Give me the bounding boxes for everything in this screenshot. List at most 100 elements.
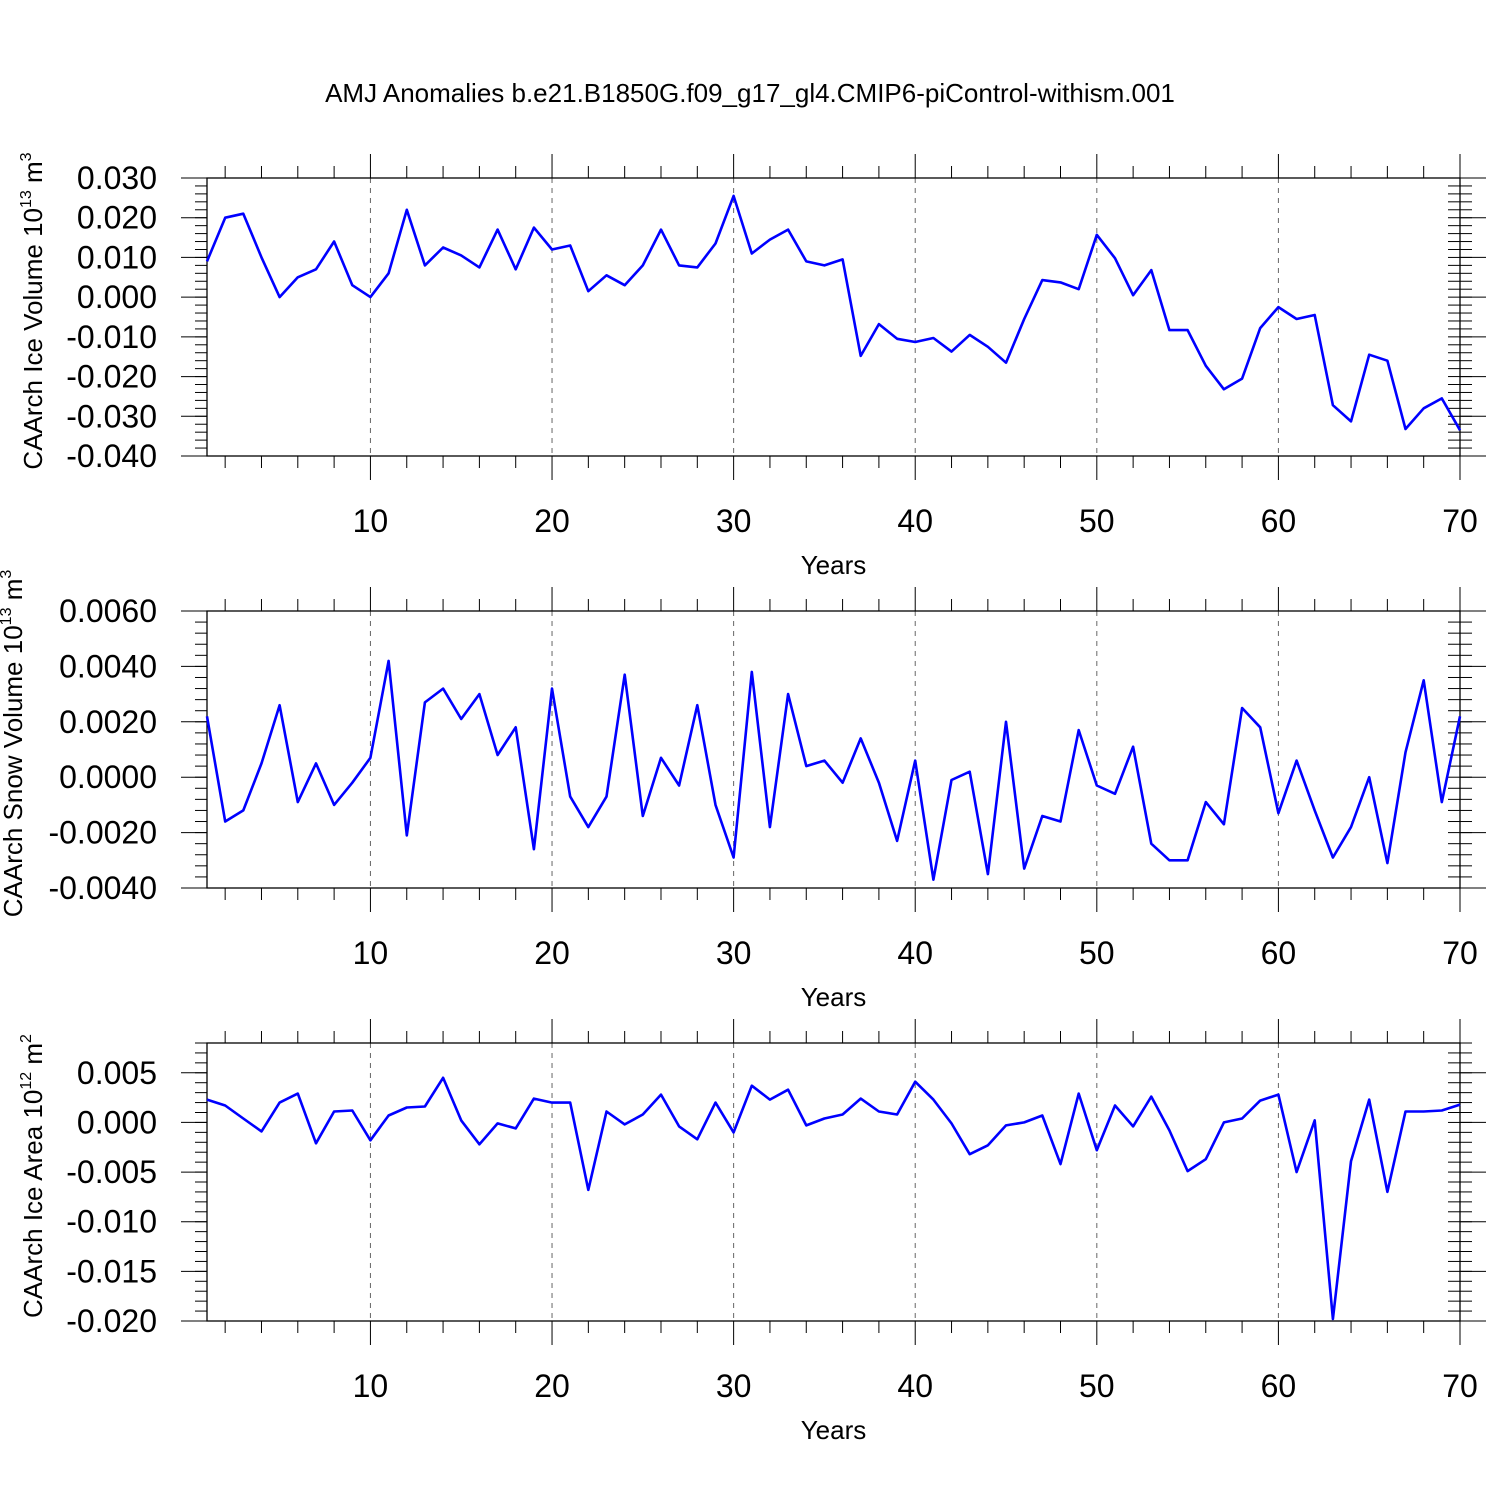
ice-volume-x-tick-label: 30 [716, 503, 752, 539]
ice-volume-plot-frame [206, 177, 1461, 457]
ice-volume-data-point [1114, 257, 1116, 259]
ice-volume-data-point [1422, 407, 1424, 409]
ice-area-data-point [787, 1088, 789, 1090]
ice-area-data-point [1077, 1092, 1079, 1094]
ice-area-data-point [242, 1117, 244, 1119]
ice-area-data-point [660, 1093, 662, 1095]
ice-area-data-point [878, 1110, 880, 1112]
ice-area-data-point [987, 1144, 989, 1146]
ice-volume-y-axis-label: CAArch Ice Volume 1013 m3 [18, 152, 48, 469]
ice-area-data-point [587, 1189, 589, 1191]
ice-area-data-point [1005, 1124, 1007, 1126]
ice-volume-data-point [533, 226, 535, 228]
ice-volume-data-point [496, 228, 498, 230]
snow-volume-data-point [551, 687, 553, 689]
ice-volume-y-tick-label: 0.020 [77, 200, 157, 236]
ice-area-data-point [714, 1101, 716, 1103]
ice-volume-y-tick-label: -0.040 [66, 438, 157, 474]
snow-volume-data-point [1459, 715, 1461, 717]
ice-area-x-tick-label: 30 [716, 1368, 752, 1404]
ice-volume-data-point [351, 284, 353, 286]
snow-volume-data-point [714, 804, 716, 806]
ice-area-data-point [841, 1113, 843, 1115]
ice-volume-y-tick-label: -0.010 [66, 319, 157, 355]
ice-area-data-point [1241, 1117, 1243, 1119]
ice-area-data-point [1096, 1149, 1098, 1151]
ice-area-data-point [860, 1097, 862, 1099]
snow-volume-data-point [1132, 746, 1134, 748]
ice-volume-x-tick-label: 70 [1442, 503, 1478, 539]
snow-volume-data-point [515, 726, 517, 728]
snow-volume-x-tick-label: 10 [353, 935, 389, 971]
ice-area-y-tick-label: 0.000 [77, 1104, 157, 1140]
ice-volume-data-point [732, 195, 734, 197]
ice-area-data-point [1295, 1171, 1297, 1173]
ice-volume-data-point [823, 264, 825, 266]
snow-volume-data-point [1005, 721, 1007, 723]
ice-area-x-tick-label: 50 [1079, 1368, 1115, 1404]
snow-volume-data-point [351, 782, 353, 784]
snow-volume-data-point [496, 754, 498, 756]
ice-volume-data-point [1132, 294, 1134, 296]
ice-volume-data-point [678, 264, 680, 266]
ice-volume-data-point [1404, 428, 1406, 430]
ice-volume-data-point [1350, 420, 1352, 422]
snow-volume-data-point [678, 784, 680, 786]
ice-area-y-axis-label: CAArch Ice Area 1012 m2 [18, 1034, 48, 1318]
ice-volume-series-line [205, 194, 1462, 431]
figure-title: AMJ Anomalies b.e21.B1850G.f09_g17_gl4.C… [325, 78, 1175, 108]
snow-volume-data-point [732, 856, 734, 858]
snow-volume-panel: 10 20 30 40 50 60 70 Years 0.0060 0.0040 0.0020 0.0… [0, 570, 1486, 1012]
snow-volume-data-point [1096, 784, 1098, 786]
ice-volume-x-tick-label: 60 [1261, 503, 1297, 539]
ice-volume-data-point [1314, 314, 1316, 316]
ice-volume-x-tick-label: 20 [534, 503, 570, 539]
ice-area-data-point [533, 1097, 535, 1099]
ice-area-data-point [950, 1122, 952, 1124]
ice-area-data-point [769, 1098, 771, 1100]
ice-area-x-tick-label: 40 [897, 1368, 933, 1404]
ice-area-data-point [460, 1119, 462, 1121]
ice-area-data-point [1150, 1095, 1152, 1097]
snow-volume-data-point [533, 848, 535, 850]
ice-volume-data-point [1150, 269, 1152, 271]
snow-volume-y-tick-label: 0.0060 [59, 593, 157, 629]
ice-volume-data-point [1332, 404, 1334, 406]
snow-volume-data-point [242, 809, 244, 811]
ice-area-data-point [968, 1153, 970, 1155]
ice-area-data-point [1422, 1110, 1424, 1112]
snow-volume-data-point [224, 820, 226, 822]
ice-area-data-point [1132, 1125, 1134, 1127]
ice-volume-data-point [1041, 279, 1043, 281]
ice-volume-data-point [333, 240, 335, 242]
ice-volume-x-axis-label: Years [801, 550, 867, 580]
ice-volume-data-point [478, 266, 480, 268]
snow-volume-x-tick-label: 70 [1442, 935, 1478, 971]
snow-volume-data-point [387, 660, 389, 662]
ice-volume-data-point [1023, 318, 1025, 320]
snow-volume-data-point [1186, 859, 1188, 861]
ice-area-x-axis-label: Years [801, 1415, 867, 1445]
ice-volume-data-point [696, 266, 698, 268]
ice-area-y-tick-label: 0.005 [77, 1055, 157, 1091]
ice-area-data-point [569, 1101, 571, 1103]
ice-volume-data-point [387, 272, 389, 274]
snow-volume-data-point [605, 795, 607, 797]
snow-volume-series-line [205, 659, 1462, 882]
snow-volume-data-point [805, 765, 807, 767]
snow-volume-data-point [950, 779, 952, 781]
snow-volume-x-tick-label: 20 [534, 935, 570, 971]
ice-volume-data-point [406, 209, 408, 211]
ice-volume-y-tick-label: -0.030 [66, 398, 157, 434]
ice-area-data-point [1368, 1098, 1370, 1100]
ice-volume-data-point [206, 260, 208, 262]
ice-area-data-point [1223, 1121, 1225, 1123]
snow-volume-data-point [1223, 823, 1225, 825]
snow-volume-data-point [1404, 751, 1406, 753]
ice-area-plot-frame [206, 1042, 1461, 1322]
snow-volume-data-point [787, 693, 789, 695]
ice-volume-data-point [260, 256, 262, 258]
ice-volume-data-point [987, 346, 989, 348]
